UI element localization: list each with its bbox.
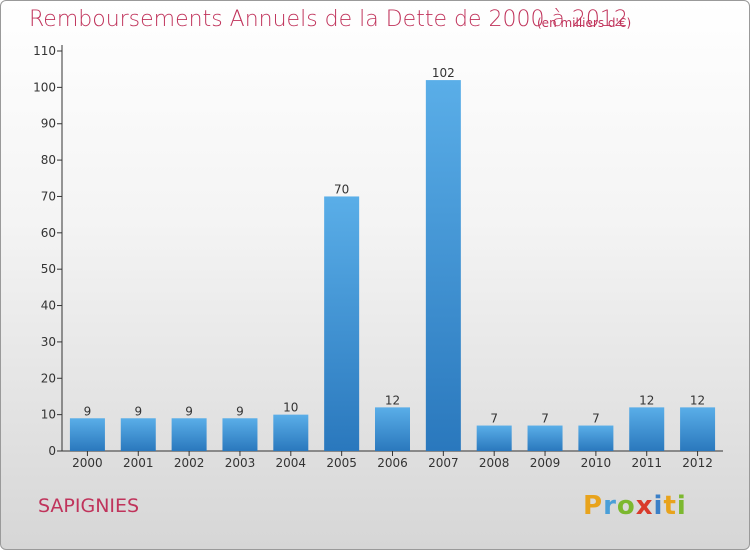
data-label-2003: 9: [236, 404, 244, 418]
logo-letter: r: [603, 491, 617, 521]
y-tick-label: 70: [41, 189, 56, 203]
data-label-2011: 12: [639, 393, 654, 407]
bar-2012: [680, 407, 716, 451]
data-label-2000: 9: [84, 404, 92, 418]
bar-2009: [527, 425, 563, 451]
data-label-2006: 12: [385, 393, 400, 407]
y-tick-label: 20: [41, 371, 56, 385]
x-tick-label-2009: 2009: [530, 456, 561, 470]
bar-2007: [425, 80, 461, 451]
y-tick-label: 80: [41, 153, 56, 167]
x-tick-label-2003: 2003: [225, 456, 256, 470]
bar-2004: [273, 414, 309, 451]
x-tick-label-2007: 2007: [428, 456, 459, 470]
y-tick-label: 0: [48, 444, 56, 458]
y-tick-label: 10: [41, 408, 56, 422]
bar-2002: [171, 418, 207, 451]
commune-name: SAPIGNIES: [38, 495, 140, 517]
bar-2001: [120, 418, 156, 451]
data-label-2008: 7: [490, 412, 498, 426]
logo-letter: x: [635, 491, 654, 521]
x-tick-label-2010: 2010: [581, 456, 612, 470]
x-tick-label-2005: 2005: [326, 456, 357, 470]
data-label-2012: 12: [690, 393, 705, 407]
y-tick-label: 90: [41, 117, 56, 131]
bar-2006: [375, 407, 410, 451]
logo-letter: i: [653, 491, 664, 521]
y-tick-label: 100: [33, 80, 56, 94]
y-tick-label: 110: [33, 44, 56, 58]
x-tick-label-2008: 2008: [479, 456, 510, 470]
x-tick-label-2000: 2000: [72, 456, 103, 470]
data-label-2002: 9: [185, 404, 193, 418]
bar-2003: [222, 418, 258, 451]
chart-unit: (en milliers d'€): [537, 16, 632, 30]
x-tick-label-2004: 2004: [276, 456, 307, 470]
data-label-2004: 10: [283, 401, 298, 415]
data-label-2009: 7: [541, 412, 549, 426]
data-label-2010: 7: [592, 412, 600, 426]
bar-2005: [324, 196, 360, 451]
x-tick-label-2002: 2002: [174, 456, 205, 470]
y-tick-label: 50: [41, 262, 56, 276]
x-tick-label-2001: 2001: [123, 456, 154, 470]
y-tick-label: 60: [41, 226, 56, 240]
data-label-2001: 9: [134, 404, 142, 418]
data-label-2007: 102: [432, 66, 455, 80]
y-tick-label: 30: [41, 335, 56, 349]
logo-letter: t: [663, 491, 677, 521]
x-tick-label-2012: 2012: [682, 456, 713, 470]
y-tick-label: 40: [41, 299, 56, 313]
x-tick-label-2006: 2006: [377, 456, 408, 470]
chart-title: Remboursements Annuels de la Dette de 20…: [29, 7, 628, 32]
bar-2010: [578, 425, 614, 451]
bar-2011: [629, 407, 665, 451]
data-label-2005: 70: [334, 182, 349, 196]
logo-letter: i: [676, 491, 687, 521]
bar-2000: [69, 418, 105, 451]
x-tick-label-2011: 2011: [631, 456, 662, 470]
logo-letter: o: [616, 491, 636, 521]
proxiti-logo: Proxiti: [583, 491, 687, 521]
logo-letter: P: [583, 491, 604, 521]
bar-2008: [476, 425, 512, 451]
